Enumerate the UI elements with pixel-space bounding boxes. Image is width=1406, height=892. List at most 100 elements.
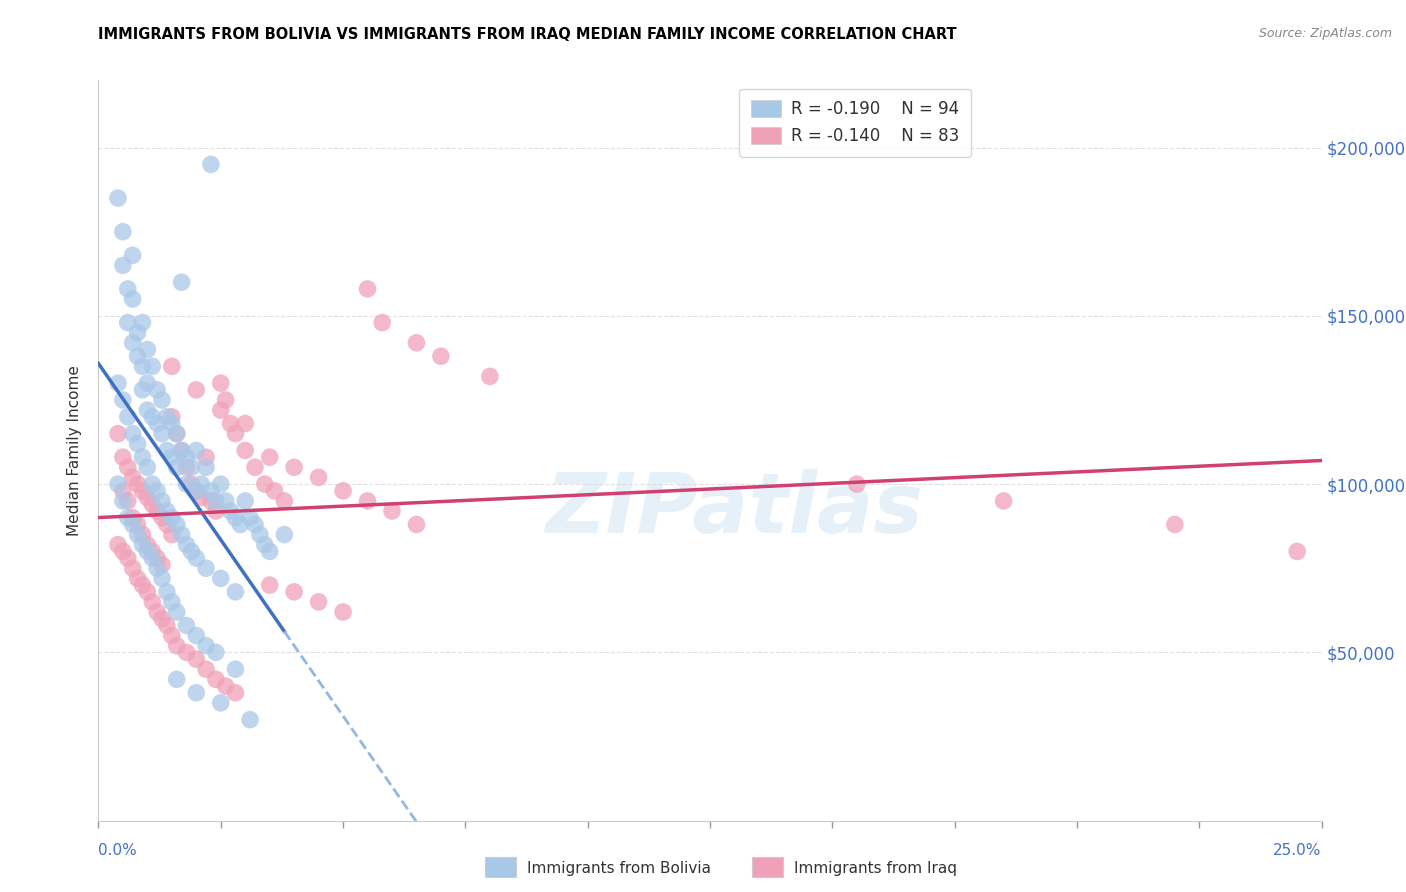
Point <box>224 584 246 599</box>
Text: Immigrants from Bolivia: Immigrants from Bolivia <box>527 862 711 876</box>
Point <box>356 282 378 296</box>
Point <box>176 450 198 465</box>
Point <box>170 527 193 541</box>
Point <box>131 450 153 465</box>
Point <box>190 477 212 491</box>
Point <box>381 504 404 518</box>
Point <box>180 544 202 558</box>
Point <box>156 409 179 424</box>
Text: 25.0%: 25.0% <box>1274 843 1322 858</box>
Point <box>205 504 228 518</box>
Point <box>146 504 169 518</box>
Legend: R = -0.190    N = 94, R = -0.140    N = 83: R = -0.190 N = 94, R = -0.140 N = 83 <box>740 88 970 157</box>
Point <box>259 450 281 465</box>
Point <box>186 483 208 498</box>
Point <box>243 517 266 532</box>
Point <box>107 538 129 552</box>
Point <box>845 477 868 491</box>
Point <box>214 392 236 407</box>
Point <box>186 686 208 700</box>
Text: Source: ZipAtlas.com: Source: ZipAtlas.com <box>1258 27 1392 40</box>
Point <box>170 275 193 289</box>
Point <box>176 460 198 475</box>
Point <box>176 645 198 659</box>
Point <box>195 639 218 653</box>
Point <box>259 544 281 558</box>
Point <box>205 645 228 659</box>
Point <box>170 443 193 458</box>
Point <box>136 376 159 391</box>
Text: Immigrants from Iraq: Immigrants from Iraq <box>794 862 957 876</box>
Point <box>136 584 159 599</box>
Point <box>141 595 163 609</box>
Point <box>131 578 153 592</box>
Point <box>214 494 236 508</box>
Point <box>176 538 198 552</box>
Point <box>224 686 246 700</box>
Point <box>186 383 208 397</box>
Point <box>200 494 222 508</box>
Point <box>160 510 183 524</box>
Point <box>141 544 163 558</box>
Point <box>478 369 501 384</box>
Point <box>176 477 198 491</box>
Point <box>224 662 246 676</box>
Point <box>127 349 149 363</box>
Point <box>136 491 159 505</box>
Point <box>224 510 246 524</box>
Point <box>146 383 169 397</box>
Point <box>160 595 183 609</box>
Point <box>195 460 218 475</box>
Point <box>200 483 222 498</box>
Point <box>131 383 153 397</box>
Point <box>150 510 173 524</box>
Point <box>356 494 378 508</box>
Point <box>249 527 271 541</box>
Point <box>131 316 153 330</box>
Point <box>186 483 208 498</box>
Point <box>141 359 163 374</box>
Point <box>332 605 354 619</box>
Point <box>117 409 139 424</box>
Point <box>121 470 143 484</box>
Point <box>166 517 188 532</box>
Point <box>283 460 305 475</box>
Point <box>117 460 139 475</box>
Point <box>121 517 143 532</box>
Point <box>121 248 143 262</box>
Point <box>993 494 1015 508</box>
Point <box>136 403 159 417</box>
Point <box>136 343 159 357</box>
Point <box>121 292 143 306</box>
Text: ZIPatlas: ZIPatlas <box>546 469 924 550</box>
Point <box>160 409 183 424</box>
Point <box>111 225 134 239</box>
Point <box>156 504 179 518</box>
Point <box>180 477 202 491</box>
Point <box>150 392 173 407</box>
Point <box>146 483 169 498</box>
Point <box>117 551 139 566</box>
Point <box>273 527 295 541</box>
Point <box>150 612 173 626</box>
Point <box>160 527 183 541</box>
Point <box>146 417 169 431</box>
Point <box>141 477 163 491</box>
Point <box>146 551 169 566</box>
Point <box>195 561 218 575</box>
Point <box>107 191 129 205</box>
Point <box>111 450 134 465</box>
Point <box>141 551 163 566</box>
Point <box>253 538 276 552</box>
Point <box>308 595 330 609</box>
Point <box>150 426 173 441</box>
Point <box>121 561 143 575</box>
Point <box>1164 517 1187 532</box>
Point <box>107 426 129 441</box>
Point <box>127 527 149 541</box>
Point <box>214 679 236 693</box>
Point <box>150 558 173 572</box>
Point <box>263 483 285 498</box>
Point <box>131 538 153 552</box>
Point <box>131 359 153 374</box>
